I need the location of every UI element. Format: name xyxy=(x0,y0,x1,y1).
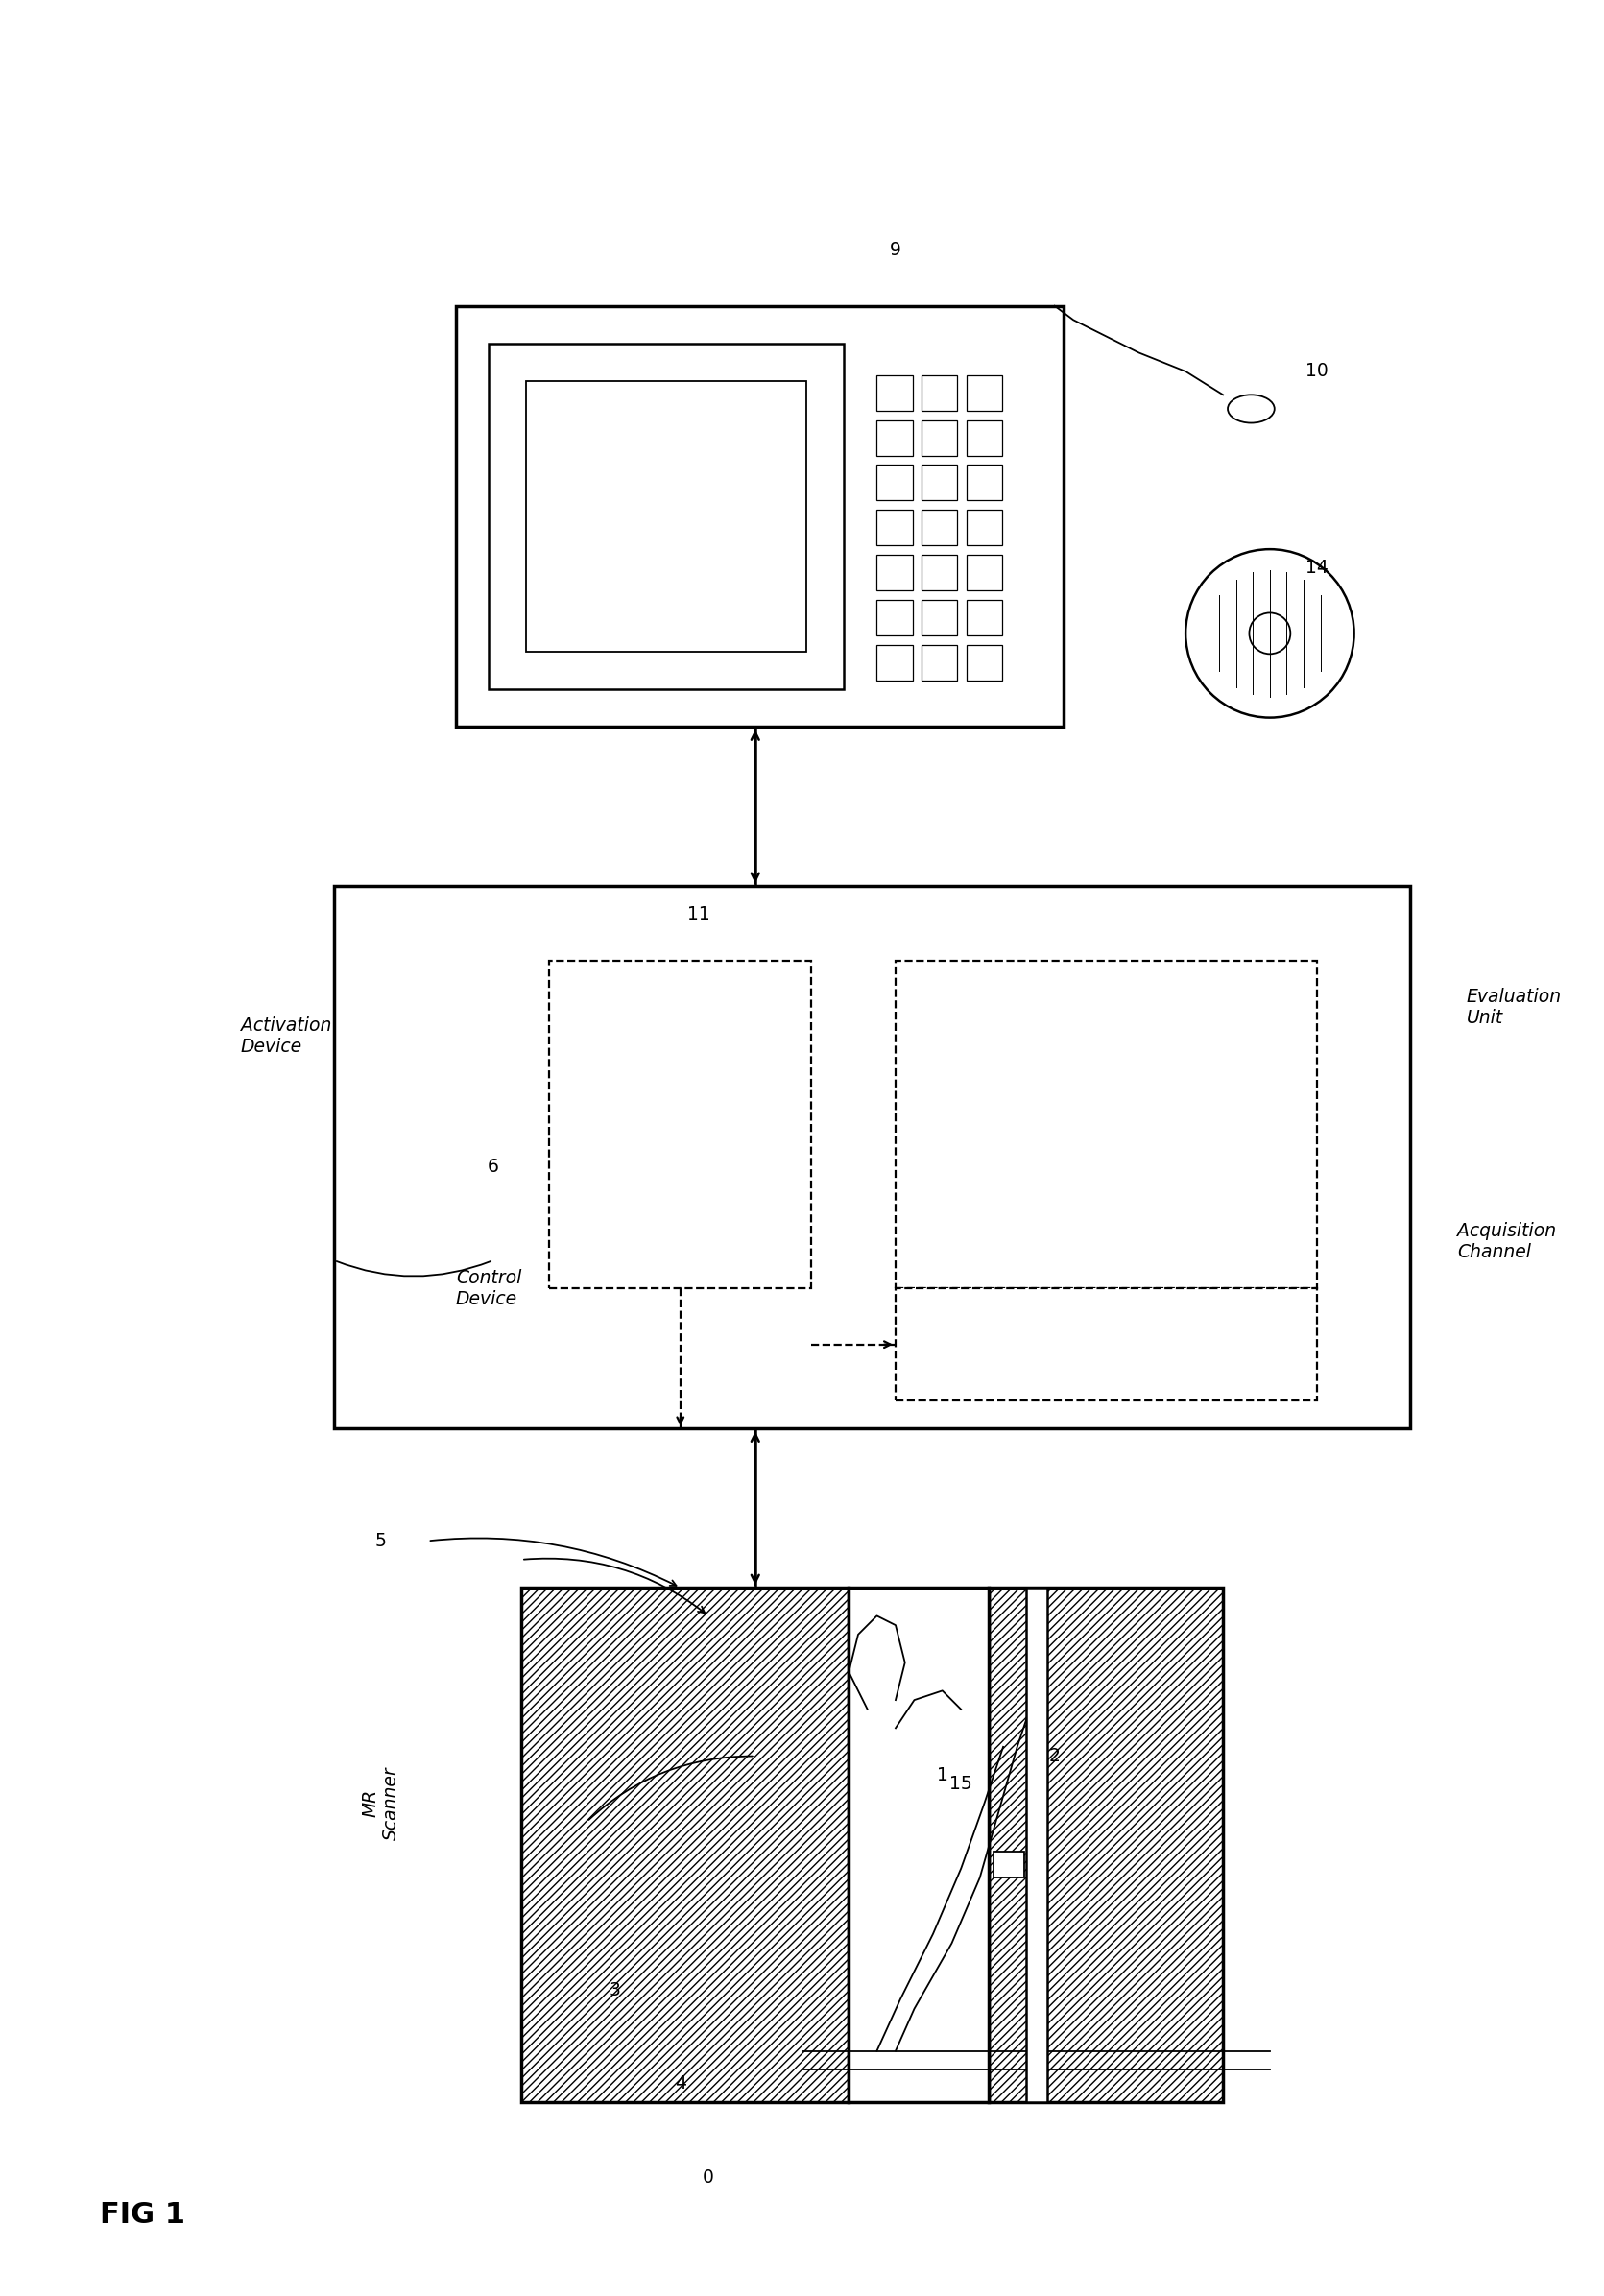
Text: 10: 10 xyxy=(1306,363,1328,381)
Bar xyxy=(549,960,812,1288)
Bar xyxy=(489,344,844,689)
Bar xyxy=(922,420,958,455)
Text: Activation
Device: Activation Device xyxy=(241,1017,330,1056)
Bar xyxy=(967,645,1002,680)
Bar xyxy=(877,556,913,590)
Bar xyxy=(877,510,913,546)
Bar xyxy=(922,645,958,680)
Bar xyxy=(1027,1589,1047,2103)
Bar xyxy=(521,1589,849,2103)
Text: 0: 0 xyxy=(703,2167,714,2186)
Text: 13: 13 xyxy=(1184,1139,1206,1157)
Text: Control
Device: Control Device xyxy=(456,1270,521,1309)
Bar xyxy=(967,374,1002,411)
Bar xyxy=(456,305,1063,728)
Bar xyxy=(877,466,913,501)
Text: 1: 1 xyxy=(937,1766,948,1784)
Text: MR
Scanner: MR Scanner xyxy=(361,1766,401,1839)
Text: 8: 8 xyxy=(534,530,545,549)
Bar xyxy=(990,1589,1224,2103)
Bar xyxy=(922,599,958,636)
Text: 14: 14 xyxy=(1306,558,1328,576)
Text: 7: 7 xyxy=(515,436,528,455)
Text: 15: 15 xyxy=(950,1775,972,1793)
Bar xyxy=(334,886,1410,1428)
Bar xyxy=(922,466,958,501)
Text: 6: 6 xyxy=(488,1157,499,1176)
Text: Evaluation
Unit: Evaluation Unit xyxy=(1466,987,1561,1026)
Text: 4: 4 xyxy=(675,2076,687,2092)
Bar xyxy=(877,374,913,411)
Text: FIG 1: FIG 1 xyxy=(99,2202,186,2229)
Text: 5: 5 xyxy=(375,1531,387,1550)
Bar xyxy=(877,599,913,636)
Text: 3: 3 xyxy=(610,1981,621,2000)
Bar xyxy=(922,374,958,411)
Text: 2: 2 xyxy=(1049,1747,1060,1766)
Text: Acquisition
Channel: Acquisition Channel xyxy=(1456,1221,1556,1261)
Text: 12: 12 xyxy=(1128,1345,1150,1364)
Bar xyxy=(994,1851,1023,1878)
Bar xyxy=(967,510,1002,546)
Bar xyxy=(895,960,1317,1288)
Text: 11: 11 xyxy=(688,905,711,923)
Bar xyxy=(967,599,1002,636)
Bar xyxy=(967,556,1002,590)
Bar xyxy=(526,381,807,652)
Bar xyxy=(877,645,913,680)
Bar xyxy=(967,420,1002,455)
Text: 9: 9 xyxy=(890,241,901,259)
Bar xyxy=(922,556,958,590)
Bar xyxy=(967,466,1002,501)
Bar xyxy=(895,1288,1317,1401)
Bar xyxy=(849,1589,990,2103)
Bar xyxy=(922,510,958,546)
Bar xyxy=(877,420,913,455)
